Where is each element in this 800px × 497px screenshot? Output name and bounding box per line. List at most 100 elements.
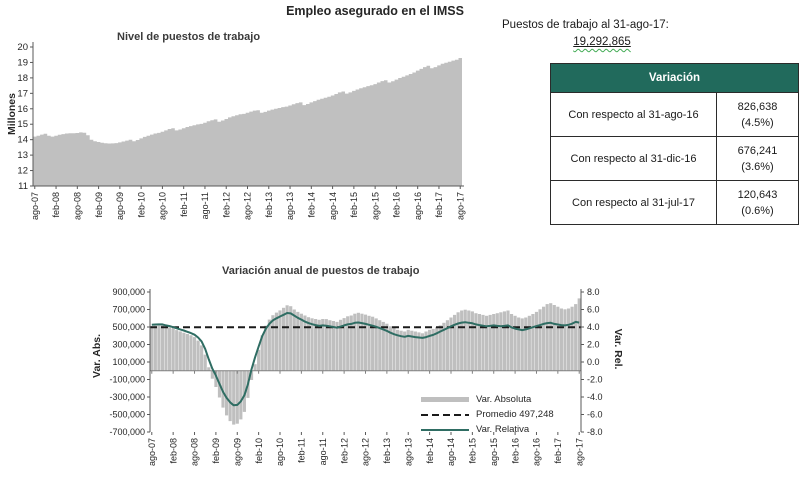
variation-bar	[438, 325, 442, 371]
table-row: Con respecto al 31-jul-17 120,643 (0.6%)	[550, 180, 799, 225]
headline-number: 19,292,865	[573, 36, 631, 48]
x-tick-label: feb-14	[425, 438, 435, 464]
x-tick-label: ago-10	[158, 192, 168, 220]
variation-bar	[413, 331, 417, 371]
y-tick-label: 12	[17, 166, 28, 177]
variation-bar	[424, 331, 428, 371]
legend-label: Promedio 497,248	[476, 409, 554, 420]
x-tick-label: ago-12	[243, 192, 253, 220]
x-tick-label: ago-12	[361, 438, 371, 466]
variation-bar	[260, 335, 264, 371]
variation-bar	[164, 326, 168, 371]
relative-line-series	[151, 312, 580, 407]
variation-bar	[488, 314, 492, 371]
x-tick-label: feb-13	[264, 192, 274, 218]
variation-bar	[360, 313, 364, 371]
variation-bar	[278, 310, 282, 371]
variation-bar	[225, 370, 229, 416]
x-tick-label: feb-12	[221, 192, 231, 218]
x-tick-label: ago-08	[190, 438, 200, 466]
variation-bar	[342, 318, 346, 371]
variation-bar	[371, 316, 375, 371]
row-label: Con respecto al 31-dic-16	[550, 136, 717, 181]
variation-bar	[306, 317, 311, 371]
variation-bar	[353, 313, 357, 371]
variation-bar	[235, 370, 239, 424]
row-value: 120,643 (0.6%)	[716, 180, 799, 225]
variation-bar	[153, 325, 157, 371]
variation-bar	[460, 310, 464, 371]
variation-bar	[214, 370, 218, 387]
right-y-tick-label: -6.0	[587, 410, 603, 420]
variation-bar	[281, 307, 286, 371]
variation-bar	[470, 311, 474, 371]
teal-line-swatch-icon	[421, 428, 469, 431]
variation-bar	[292, 309, 296, 371]
variation-bar	[449, 317, 453, 371]
x-tick-label: ago-16	[532, 438, 542, 466]
left-y-tick-label: -300,000	[109, 392, 145, 402]
variation-bar	[321, 319, 325, 371]
variation-bar	[474, 313, 478, 371]
variation-bar	[175, 330, 179, 371]
variation-bar	[492, 314, 496, 371]
variation-bar	[538, 309, 542, 371]
variation-bar	[431, 328, 435, 371]
x-tick-label: ago-07	[30, 192, 40, 220]
variation-bar	[420, 333, 425, 371]
variation-chart: 900,000 700,000 500,000 300,000 100,000 -100,…	[85, 262, 660, 497]
x-tick-label: feb-16	[510, 438, 520, 464]
y-tick-label: 18	[17, 73, 28, 84]
value-absolute: 120,643	[737, 188, 778, 201]
row-value: 826,638 (4.5%)	[716, 92, 799, 137]
x-tick-label: ago-14	[328, 192, 338, 220]
variation-chart-title: Variación anual de puestos de trabajo	[222, 265, 420, 277]
x-tick-label: feb-10	[136, 192, 146, 218]
variation-bar	[324, 319, 328, 371]
variation-bar	[467, 310, 471, 371]
variation-bar	[196, 340, 200, 371]
variation-bar	[381, 321, 385, 371]
variation-bar	[463, 309, 467, 371]
x-tick-label: ago-16	[413, 192, 423, 220]
x-tick-label: ago-17	[455, 192, 465, 220]
y-tick-label: 16	[17, 104, 28, 115]
x-tick-label: ago-15	[370, 192, 380, 220]
x-tick-label: feb-15	[468, 438, 478, 464]
variation-bar	[328, 320, 332, 371]
value-percent: (4.5%)	[741, 116, 774, 129]
variation-bar	[495, 313, 499, 371]
value-percent: (0.6%)	[741, 204, 774, 217]
variation-bar	[303, 315, 307, 371]
y-tick-label: 15	[17, 119, 28, 130]
x-tick-label: ago-11	[200, 192, 210, 219]
variation-bar	[310, 318, 314, 371]
variation-bar	[317, 319, 321, 371]
left-y-tick-label: 700,000	[112, 305, 145, 315]
variation-bar	[253, 364, 257, 371]
variation-bar	[210, 370, 214, 379]
left-y-tick-label: -700,000	[109, 427, 145, 437]
variation-bar	[271, 315, 275, 371]
variation-bar	[435, 327, 439, 371]
row-label: Con respecto al 31-jul-17	[550, 180, 717, 225]
variation-bar	[257, 349, 261, 371]
right-y-tick-label: -4.0	[587, 392, 603, 402]
variation-bar	[289, 306, 293, 371]
variation-bar	[410, 330, 414, 371]
row-label: Con respecto al 31-ago-16	[550, 92, 717, 137]
variation-bar	[242, 370, 246, 412]
variation-bar	[178, 331, 182, 371]
variation-bar	[513, 315, 517, 371]
variation-bar	[388, 326, 393, 371]
variation-bar	[221, 370, 225, 408]
right-y-tick-label: 8.0	[587, 287, 600, 297]
variation-bar	[207, 367, 211, 371]
left-y-tick-label: -500,000	[109, 410, 145, 420]
x-tick-label: ago-08	[73, 192, 83, 220]
variation-bar	[378, 320, 382, 371]
y-tick-label: 17	[17, 88, 28, 99]
variation-bar	[403, 331, 407, 371]
legend-label: Var. Absoluta	[476, 394, 532, 405]
